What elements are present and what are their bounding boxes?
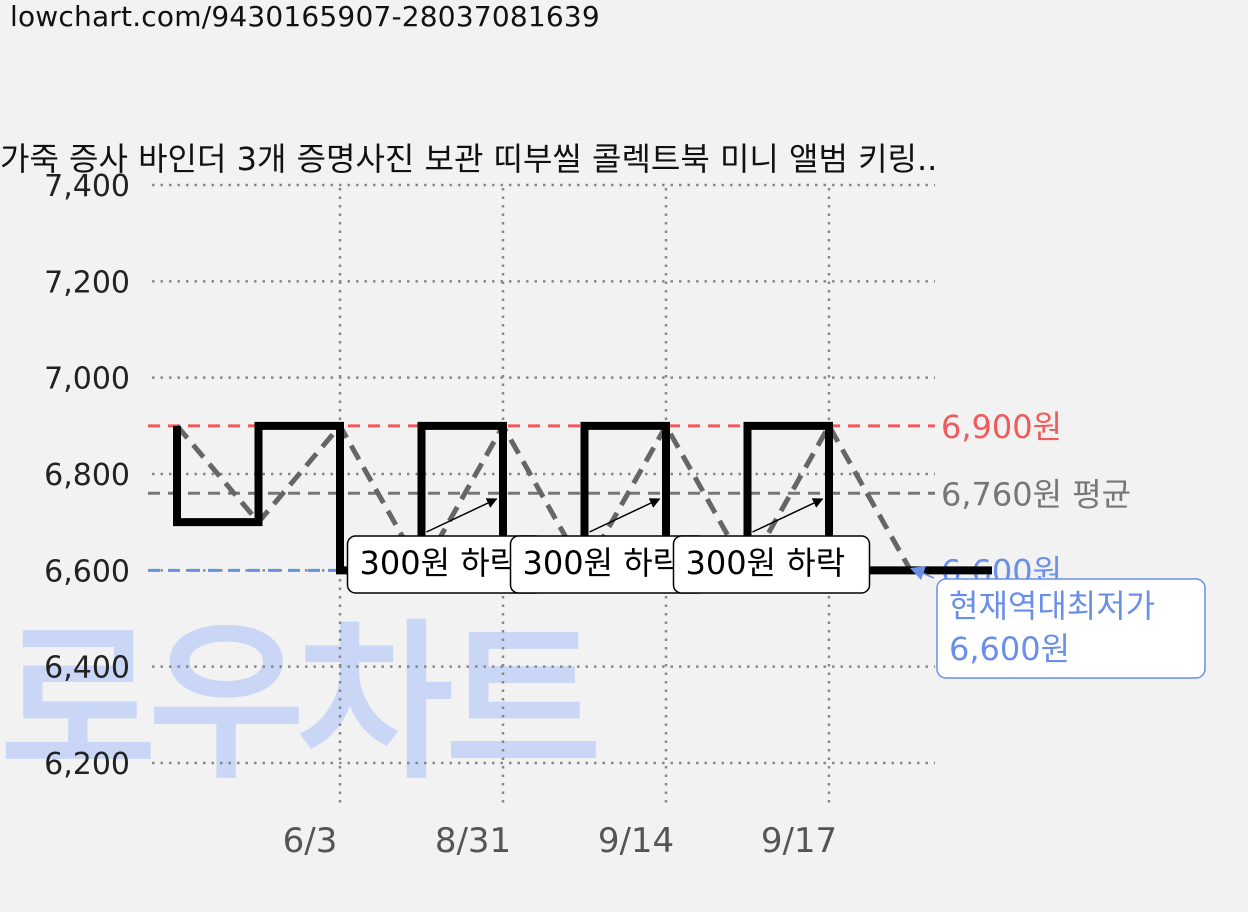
annotation-arrow bbox=[589, 498, 661, 533]
trend-line bbox=[175, 423, 913, 573]
x-tick-label: 9/17 bbox=[761, 821, 837, 861]
y-tick-label: 6,800 bbox=[44, 458, 130, 493]
annotation-box bbox=[672, 535, 871, 594]
y-tick-label: 7,200 bbox=[44, 265, 130, 300]
callout-box bbox=[936, 578, 1206, 679]
x-tick-label: 6/3 bbox=[283, 821, 338, 861]
annotation-arrow bbox=[426, 498, 498, 533]
annotation-label: 300원 하락 bbox=[523, 544, 683, 582]
callout-line1: 현재역대최저가 bbox=[949, 587, 1155, 625]
annotation-label: 300원 하락 bbox=[686, 544, 846, 582]
annotation-arrow bbox=[752, 498, 824, 533]
watermark-logo: 로우차트 bbox=[0, 605, 596, 803]
callout-line2: 6,600원 bbox=[949, 630, 1070, 668]
x-tick-label: 8/31 bbox=[435, 821, 511, 861]
ref-label-avg: 6,760원 평균 bbox=[941, 475, 1131, 513]
page-url: lowchart.com/9430165907-28037081639 bbox=[10, 0, 600, 33]
x-tick-label: 9/14 bbox=[598, 821, 674, 861]
y-tick-label: 6,600 bbox=[44, 554, 130, 589]
y-tick-label: 6,200 bbox=[44, 747, 130, 782]
callout-arrowhead bbox=[910, 566, 926, 580]
chart-title: 가죽 증사 바인더 3개 증명사진 보관 띠부씰 콜렉트북 미니 앨범 키링.. bbox=[0, 140, 938, 178]
y-tick-label: 6,400 bbox=[44, 651, 130, 686]
annotation-label: 300원 하락 bbox=[360, 544, 520, 582]
y-tick-label: 7,000 bbox=[44, 362, 130, 397]
y-tick-label: 7,400 bbox=[44, 169, 130, 204]
ref-label-max: 6,900원 bbox=[941, 408, 1062, 446]
